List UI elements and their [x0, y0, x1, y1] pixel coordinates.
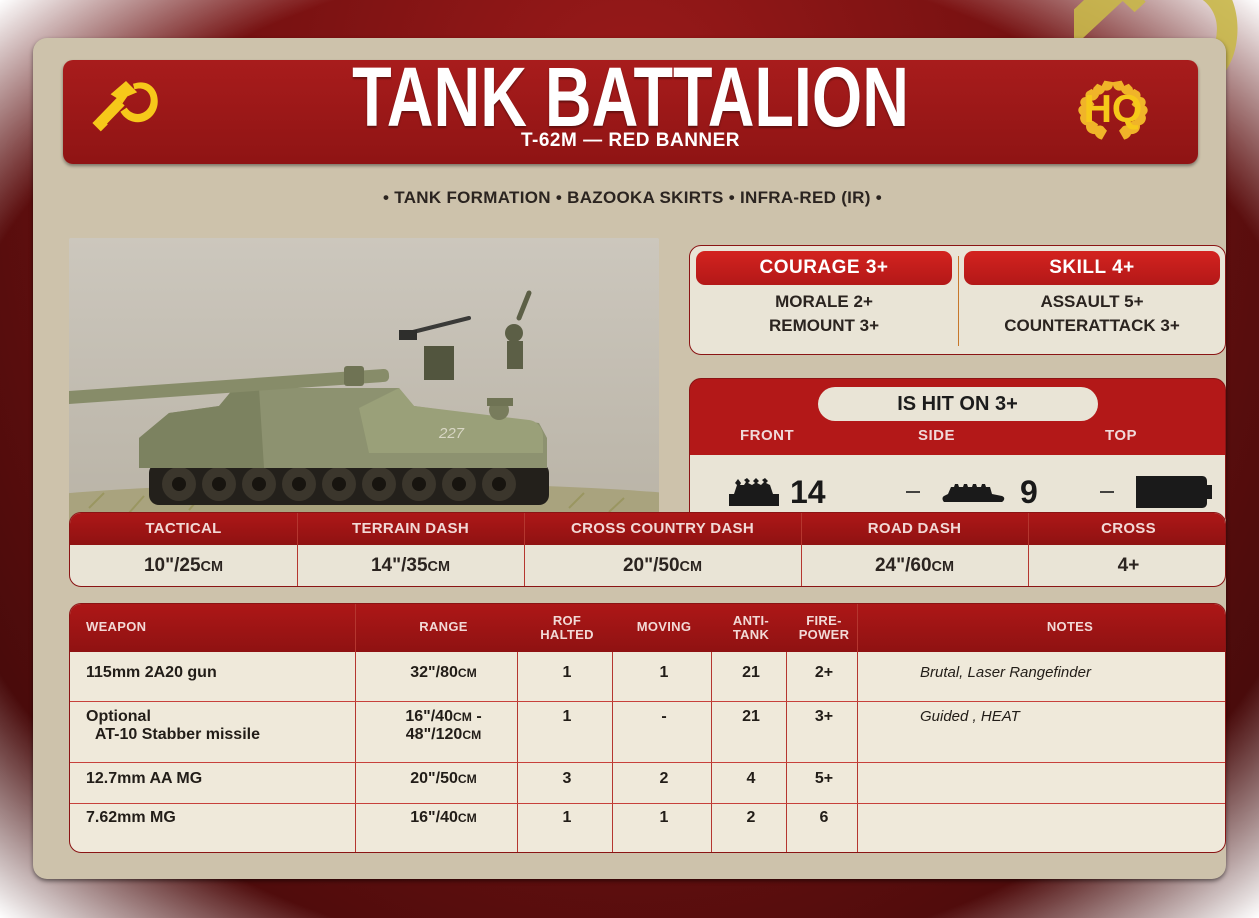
svg-text:HQ: HQ — [1084, 88, 1143, 131]
svg-text:227: 227 — [438, 425, 465, 442]
